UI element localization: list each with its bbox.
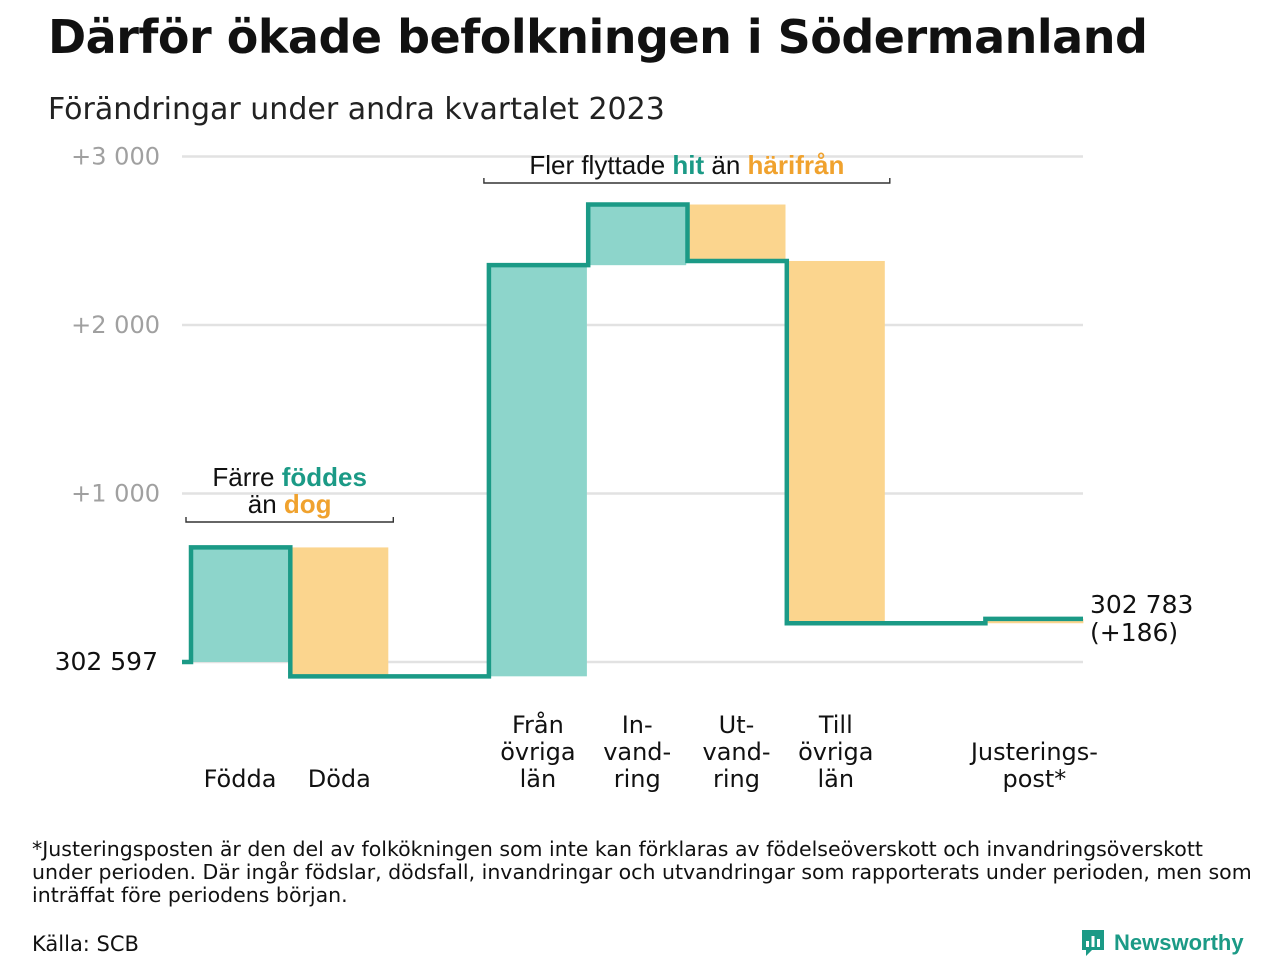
annotation-1-segment-0-3: härifrån	[748, 150, 845, 180]
category-label-4-1: vand-	[603, 738, 671, 766]
category-label-5-2: ring	[713, 765, 760, 793]
annotation-0-line-1: än dog	[248, 489, 332, 519]
category-label-5-0: Ut-	[719, 711, 755, 739]
y-tick-label-1: +2 000	[71, 311, 160, 339]
bar-6	[786, 260, 885, 624]
annotation-bracket-1	[483, 178, 891, 184]
source-note: Källa: SCB	[32, 932, 139, 956]
annotation-0-line-0: Färre föddes	[212, 462, 367, 492]
category-label-3-0: Från	[512, 710, 564, 739]
category-label-5-1: vand-	[702, 738, 770, 766]
annotation-1-segment-0-0: Fler flyttade	[529, 150, 672, 180]
category-label-3-2: län	[520, 765, 557, 793]
brand-logo: Newsworthy	[1080, 928, 1244, 958]
annotation-1-line-0: Fler flyttade hit än härifrån	[529, 150, 844, 180]
category-label-6-0: Till	[818, 711, 853, 739]
annotation-0-segment-0-1: föddes	[282, 462, 367, 492]
category-label-1-0: Döda	[308, 765, 371, 793]
annotation-1-segment-0-2: än	[704, 150, 747, 180]
y-tick-label-0: +1 000	[71, 480, 160, 508]
annotation-bracket-0	[185, 517, 394, 523]
footnote: *Justeringsposten är den del av folkökni…	[32, 837, 1252, 907]
end-change-label: (+186)	[1090, 618, 1178, 647]
chart-subtitle: Förändringar under andra kvartalet 2023	[48, 92, 665, 127]
category-label-6-1: övriga	[798, 738, 873, 766]
bar-3	[488, 265, 587, 677]
start-value-label: 302 597	[55, 647, 158, 676]
category-label-3-1: övriga	[500, 738, 575, 766]
category-label-8-0: Justerings-	[969, 738, 1098, 766]
bar-1	[290, 547, 389, 677]
cumulative-line	[182, 202, 1083, 679]
chart-title: Därför ökade befolkningen i Södermanland	[48, 10, 1148, 64]
bar-0	[191, 547, 289, 662]
category-label-4-0: In-	[622, 711, 653, 739]
annotation-0-segment-0-0: Färre	[212, 462, 281, 492]
annotation-1-segment-0-1: hit	[672, 150, 704, 180]
end-value-label: 302 783	[1090, 590, 1193, 619]
category-label-4-2: ring	[614, 765, 661, 793]
brand-name: Newsworthy	[1114, 930, 1244, 955]
bar-4	[588, 204, 687, 266]
newsworthy-logo-icon	[1082, 930, 1104, 956]
annotation-0-segment-1-0: än	[248, 489, 284, 519]
y-tick-label-2: +3 000	[71, 143, 160, 171]
category-label-8-1: post*	[1002, 765, 1066, 793]
bar-5	[687, 204, 786, 261]
annotation-0-segment-1-1: dog	[284, 489, 332, 519]
category-label-0-0: Födda	[204, 765, 277, 793]
category-label-6-2: län	[818, 765, 855, 793]
